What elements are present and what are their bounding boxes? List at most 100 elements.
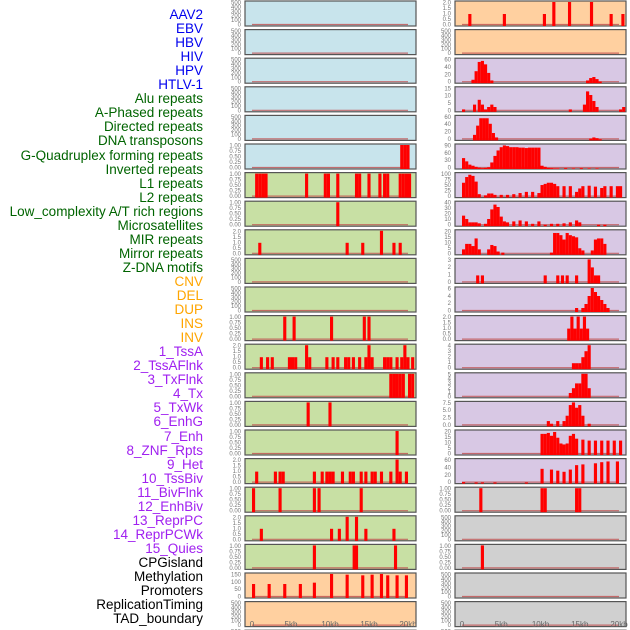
data-bar: [606, 308, 610, 312]
y-tick-label: 500: [441, 29, 452, 35]
data-bar: [483, 167, 488, 169]
data-bar: [531, 191, 535, 198]
data-bar: [570, 316, 574, 341]
data-bar: [462, 158, 466, 169]
data-bar: [600, 440, 604, 455]
y-tick-label: 20: [444, 229, 451, 235]
data-bar: [575, 275, 579, 284]
data-bar: [465, 219, 469, 227]
panel-background: [244, 0, 417, 27]
data-bar: [305, 173, 309, 198]
x-tick-label: 15kb: [571, 620, 589, 629]
y-tick-label: 400: [441, 606, 452, 612]
data-bar: [509, 147, 513, 169]
data-bar: [255, 471, 259, 484]
data-bar: [584, 304, 588, 312]
data-bar: [255, 173, 259, 198]
left-panel: 0.000.250.500.751.00: [229, 143, 417, 172]
data-bar: [490, 193, 494, 198]
panel-background: [244, 372, 417, 399]
y-tick-label: 40: [444, 65, 451, 71]
y-tick-label: 2.5: [443, 416, 452, 422]
y-tick-label: 0: [448, 108, 452, 114]
data-bar: [352, 545, 356, 570]
data-bar: [330, 574, 334, 598]
data-bar: [546, 432, 550, 455]
data-bar: [395, 459, 399, 484]
y-tick-label: 0.00: [229, 337, 241, 343]
y-tick-label: 200: [441, 42, 452, 48]
y-tick-label: 0: [448, 309, 452, 315]
data-bar: [320, 471, 324, 484]
track-label: Methylation: [133, 569, 203, 584]
data-bar: [524, 191, 528, 198]
y-tick-label: 0.25: [439, 503, 451, 509]
data-bar: [549, 168, 554, 169]
y-tick-label: 0.5: [233, 532, 242, 538]
y-tick-label: 200: [441, 614, 452, 620]
y-tick-label: 1.00: [229, 487, 241, 493]
track-label: 5_TxWk: [153, 400, 203, 416]
data-bar: [471, 175, 475, 198]
panel-background: [244, 600, 417, 628]
y-tick-label: 200: [231, 100, 242, 106]
track-label: INV: [180, 330, 203, 346]
data-bar: [501, 252, 505, 255]
x-tick-label: 5kb: [495, 620, 508, 629]
track-label: 15_Quies: [145, 540, 203, 556]
y-tick-label: 0.00: [229, 423, 241, 429]
y-tick-label: 400: [441, 520, 452, 526]
right-panel: 0.00.51.01.52.0: [443, 0, 627, 29]
data-bar: [587, 296, 591, 312]
y-tick-label: 100: [231, 580, 242, 586]
panel-background: [454, 343, 627, 370]
data-bar: [582, 316, 587, 341]
data-bar: [312, 545, 316, 570]
y-tick-label: 0.5: [233, 246, 242, 252]
right-panel: 0.000.250.500.751.00: [439, 543, 627, 572]
x-tick-label: 0: [250, 620, 255, 629]
track-label: CNV: [174, 273, 203, 289]
data-bar: [493, 107, 497, 112]
data-bar: [487, 107, 491, 112]
data-bar: [556, 168, 560, 169]
data-bar: [392, 242, 396, 255]
y-tick-label: 150: [231, 573, 242, 579]
y-tick-label: 400: [231, 5, 242, 11]
data-bar: [474, 181, 478, 198]
y-tick-label: 2.0: [233, 344, 242, 350]
y-tick-label: 300: [231, 67, 242, 73]
data-bar: [598, 81, 602, 84]
data-bar: [540, 165, 544, 169]
panel-background: [454, 543, 627, 571]
y-tick-label: 200: [441, 586, 452, 592]
data-bar: [386, 575, 390, 598]
track-label: DEL: [176, 288, 203, 303]
data-bar: [283, 584, 287, 598]
track-label: HBV: [175, 35, 203, 51]
data-bar: [345, 574, 349, 598]
data-bar: [404, 173, 408, 198]
data-bar: [326, 173, 330, 198]
data-bar: [264, 173, 268, 198]
y-tick-label: 6: [448, 287, 452, 293]
data-bar: [568, 435, 572, 455]
data-bar: [252, 488, 256, 513]
data-bar: [578, 363, 582, 370]
data-bar: [612, 440, 616, 455]
data-bar: [468, 243, 472, 255]
data-bar: [542, 14, 546, 26]
data-bar: [556, 421, 560, 427]
data-bar: [543, 166, 547, 169]
data-bar: [404, 575, 408, 598]
y-tick-label: 300: [231, 9, 242, 15]
data-bar: [308, 357, 312, 370]
y-tick-label: 0: [448, 166, 452, 172]
data-bar: [571, 402, 576, 427]
data-bar: [278, 488, 282, 513]
data-bar: [502, 145, 506, 169]
data-bar: [336, 202, 340, 227]
